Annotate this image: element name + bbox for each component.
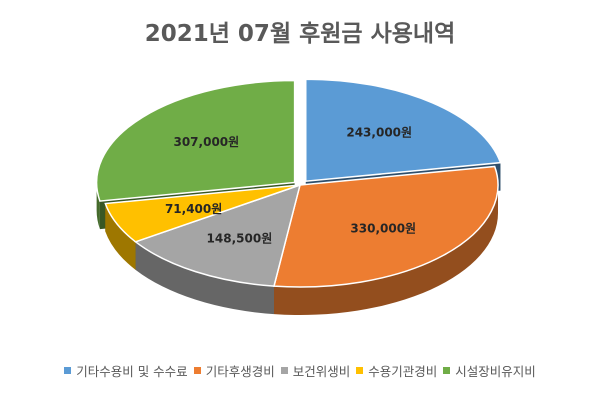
legend-swatch-1: [193, 367, 201, 374]
legend-label-1: 기타후생경비: [205, 364, 275, 379]
slice-label-0: 243,000원: [346, 126, 412, 140]
legend-item-2: 보건위생비: [280, 361, 351, 380]
legend-label-2: 보건위생비: [292, 364, 351, 379]
legend-item-0: 기타수용비 및 수수료: [64, 361, 188, 380]
slice-side-1: [274, 185, 498, 315]
legend-swatch-0: [64, 367, 72, 374]
slice-2: [134, 183, 302, 287]
slice-side-3: [105, 203, 136, 270]
slice-label-1: 330,000원: [350, 222, 416, 236]
slice-side-2: [135, 241, 275, 315]
slice-label-3: 71,400원: [165, 202, 222, 216]
slice-1: [273, 165, 499, 288]
legend: 기타수용비 및 수수료 기타후생경비 보건위생비 수용기관경비 시설장비유지비: [0, 361, 600, 380]
slice-3: [104, 184, 301, 243]
legend-label-4: 시설장비유지비: [455, 364, 536, 379]
chart-title: 2021년 07월 후원금 사용내역: [144, 21, 456, 47]
legend-item-4: 시설장비유지비: [443, 361, 536, 380]
slice-label-2: 148,500원: [207, 232, 273, 246]
legend-swatch-4: [443, 367, 451, 374]
slice-label-4: 307,000원: [173, 135, 239, 149]
pie-top-layer: [95, 78, 502, 288]
legend-label-3: 수용기관경비: [368, 364, 438, 379]
legend-item-3: 수용기관경비: [356, 361, 437, 380]
legend-item-1: 기타후생경비: [193, 361, 275, 380]
slice-4: [95, 79, 296, 202]
legend-swatch-3: [356, 367, 364, 374]
pie-label-layer: 243,000원 330,000원 148,500원 71,400원 307,000원: [165, 126, 416, 246]
legend-swatch-2: [280, 367, 288, 374]
slice-0: [305, 78, 502, 183]
legend-label-0: 기타수용비 및 수수료: [76, 364, 188, 379]
